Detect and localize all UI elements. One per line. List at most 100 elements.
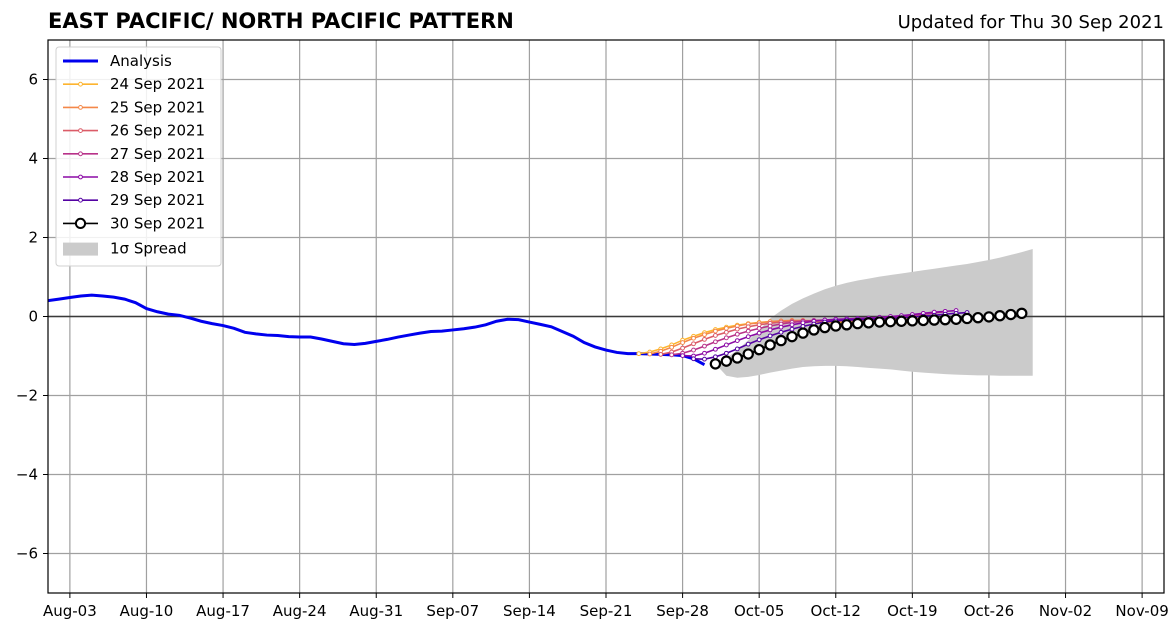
legend-label-forecast: 28 Sep 2021 xyxy=(110,168,205,186)
x-tick-label: Oct-12 xyxy=(811,602,861,620)
legend-marker-forecast xyxy=(78,174,83,180)
forecast-point xyxy=(745,334,751,340)
latest-forecast-point xyxy=(1016,307,1028,320)
x-tick-label: Aug-24 xyxy=(273,602,327,620)
updated-date: Updated for Thu 30 Sep 2021 xyxy=(897,12,1164,33)
legend-label-forecast: 25 Sep 2021 xyxy=(110,98,205,116)
x-tick-label: Sep-28 xyxy=(656,602,709,620)
latest-forecast-point xyxy=(939,313,951,326)
x-tick-label: Aug-03 xyxy=(43,602,97,620)
latest-forecast-point xyxy=(709,358,722,370)
latest-forecast-point xyxy=(819,321,831,334)
latest-forecast-point xyxy=(961,312,973,325)
forecast-point xyxy=(713,339,718,345)
forecast-point xyxy=(636,351,642,357)
forecast-point xyxy=(702,332,707,338)
latest-forecast-point xyxy=(775,334,787,347)
x-tick-label: Nov-09 xyxy=(1115,602,1168,620)
legend-marker-forecast xyxy=(78,81,83,87)
forecast-point xyxy=(691,341,696,347)
legend-label-analysis: Analysis xyxy=(110,52,172,70)
forecast-point xyxy=(713,354,718,360)
forecast-point xyxy=(734,326,740,332)
latest-forecast-point xyxy=(764,339,776,351)
latest-forecast-point xyxy=(720,355,733,367)
legend-label-forecast: 27 Sep 2021 xyxy=(110,145,205,163)
latest-forecast-point xyxy=(851,317,864,330)
latest-forecast-point xyxy=(808,324,820,336)
latest-forecast-point xyxy=(731,352,743,364)
forecast-point xyxy=(691,347,696,353)
forecast-point xyxy=(702,337,707,342)
legend-marker-forecast xyxy=(78,151,83,157)
legend: Analysis 24 Sep 2021 25 Sep 2021 26 Sep 202… xyxy=(55,46,222,267)
forecast-point xyxy=(756,337,762,343)
latest-forecast-point xyxy=(797,327,809,339)
latest-forecast-point xyxy=(895,315,908,327)
chart-title: EAST PACIFIC/ NORTH PACIFIC PATTERN xyxy=(48,9,514,33)
latest-forecast-point xyxy=(884,315,897,328)
forecast-point xyxy=(713,333,718,338)
legend-marker-latest xyxy=(74,217,87,229)
forecast-point xyxy=(702,356,707,362)
analysis-line xyxy=(48,293,706,367)
forecast-point xyxy=(702,350,707,356)
forecast-point xyxy=(734,346,740,352)
x-tick-label: Aug-10 xyxy=(120,602,174,620)
latest-forecast-point xyxy=(753,343,765,356)
forecast-point xyxy=(658,352,664,357)
latest-forecast-point xyxy=(841,319,853,331)
y-tick-label: 0 xyxy=(28,308,38,326)
x-tick-label: Oct-05 xyxy=(734,602,784,620)
forecast-point xyxy=(767,323,773,329)
forecast-point xyxy=(723,342,729,348)
forecast-point xyxy=(756,330,762,336)
x-tick-label: Aug-31 xyxy=(349,602,403,620)
y-tick-label: 2 xyxy=(28,229,38,247)
forecast-point xyxy=(745,328,751,334)
forecast-point xyxy=(680,353,685,359)
forecast-point xyxy=(702,343,707,349)
x-tick-label: Sep-07 xyxy=(426,602,479,620)
spread-band xyxy=(715,248,1033,378)
forecast-point xyxy=(767,327,773,333)
forecast-point xyxy=(734,331,740,337)
x-tick-label: Oct-26 xyxy=(964,602,1014,620)
x-tick-label: Oct-19 xyxy=(887,602,937,620)
legend-marker-forecast xyxy=(78,128,83,134)
latest-forecast-point xyxy=(983,311,995,323)
legend-marker-forecast xyxy=(78,105,83,110)
latest-forecast-point xyxy=(906,315,919,327)
forecast-point xyxy=(745,341,751,347)
forecast-point xyxy=(713,346,718,352)
legend-label-latest: 30 Sep 2021 xyxy=(110,214,205,232)
y-tick-label: 4 xyxy=(28,150,38,168)
forecast-point xyxy=(734,338,740,343)
x-tick-label: Aug-17 xyxy=(196,602,250,620)
latest-forecast-point xyxy=(786,330,798,343)
forecast-point xyxy=(647,351,653,357)
y-tick-label: −2 xyxy=(16,387,38,405)
plot-area xyxy=(48,248,1164,378)
forecast-point xyxy=(669,352,675,358)
latest-forecast-point xyxy=(972,311,984,324)
forecast-point xyxy=(756,325,762,331)
legend-box xyxy=(55,46,222,267)
forecast-point xyxy=(723,350,729,356)
latest-forecast-point xyxy=(917,314,929,327)
x-tick-label: Nov-02 xyxy=(1039,602,1092,620)
y-tick-label: −6 xyxy=(16,545,38,563)
forecast-point xyxy=(713,328,718,334)
latest-forecast-point xyxy=(742,348,754,360)
forecast-point xyxy=(680,340,685,345)
axes-frame xyxy=(47,39,1165,594)
latest-forecast-point xyxy=(830,320,842,332)
legend-label-forecast: 26 Sep 2021 xyxy=(110,122,205,140)
latest-forecast-point xyxy=(873,316,886,328)
legend-label-forecast: 29 Sep 2021 xyxy=(110,191,205,209)
x-tick-label: Sep-14 xyxy=(503,602,556,620)
forecast-point xyxy=(745,324,751,330)
forecast-point xyxy=(767,333,773,339)
latest-forecast-point xyxy=(928,314,940,326)
